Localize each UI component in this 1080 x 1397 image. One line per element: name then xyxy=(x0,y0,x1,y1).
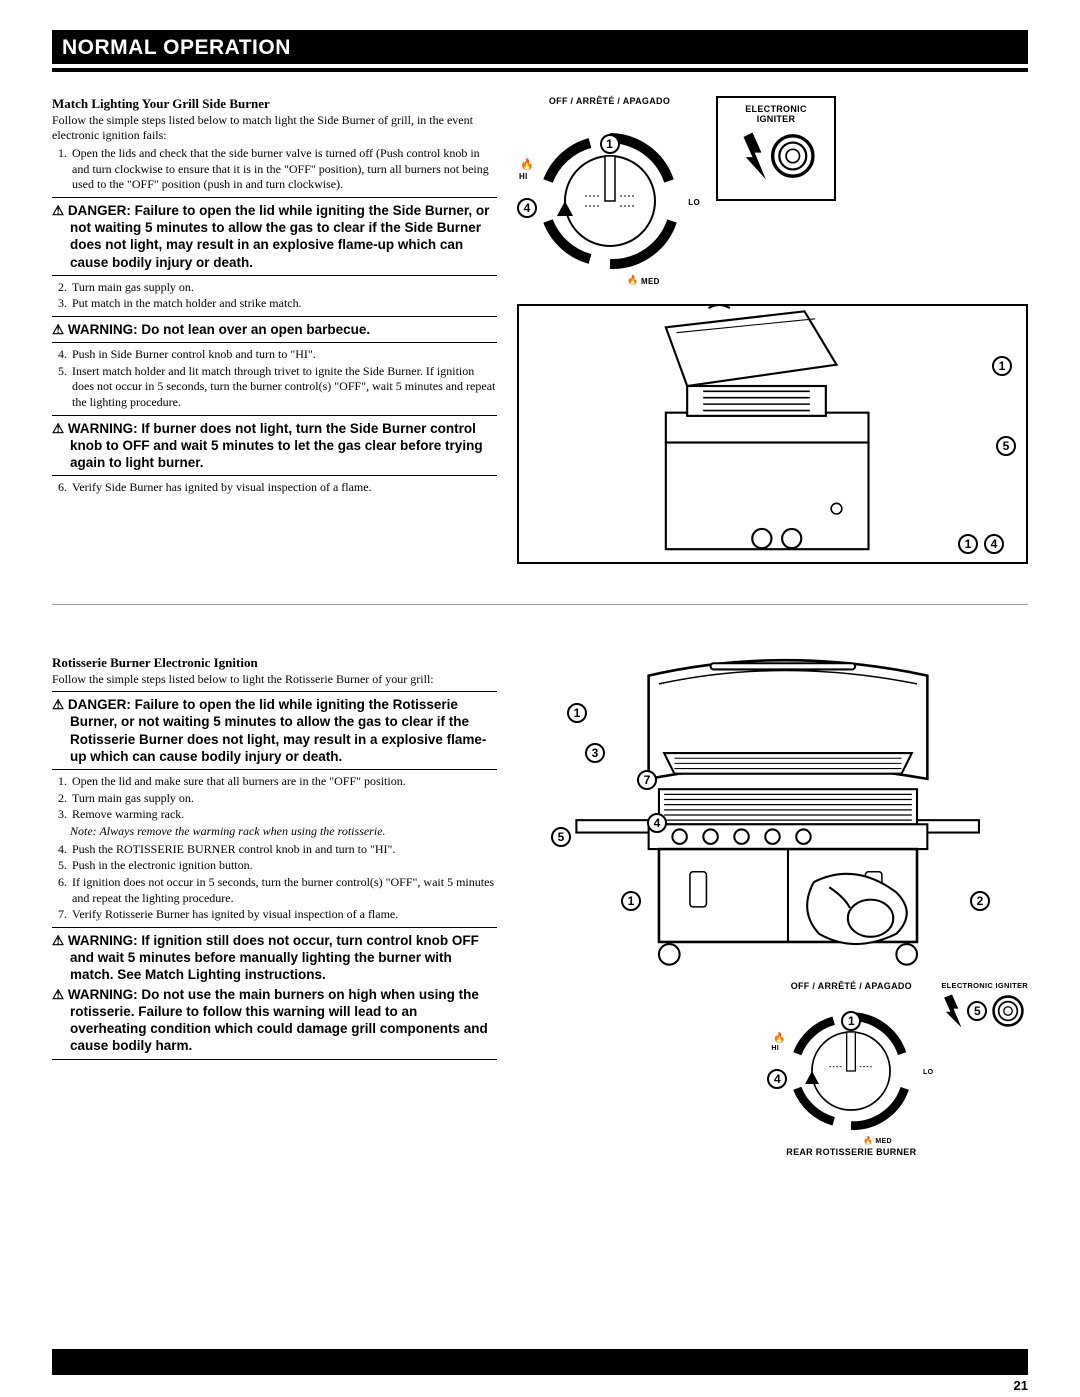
danger-text: ⚠ DANGER: Failure to open the lid while … xyxy=(52,202,497,271)
hi-label: HI xyxy=(771,1045,779,1052)
rule xyxy=(52,475,497,476)
section-1-steps-d: Verify Side Burner has ignited by visual… xyxy=(52,480,497,496)
igniter-button-icon xyxy=(991,994,1025,1028)
rule xyxy=(52,769,497,770)
knob-diagram: OFF / ARRÊTÉ / APAGADO xyxy=(517,96,702,296)
section-2-intro: Follow the simple steps listed below to … xyxy=(52,672,497,687)
igniter-label: ELECTRONIC IGNITER xyxy=(726,104,826,124)
knob-diagram-2: OFF / ARRÊTÉ / APAGADO xyxy=(771,981,931,1157)
step: Turn main gas supply on. xyxy=(70,791,497,807)
knob-label: OFF / ARRÊTÉ / APAGADO xyxy=(771,981,931,991)
igniter-diagram: ELECTRONIC IGNITER xyxy=(716,96,836,201)
callout: 5 xyxy=(996,436,1016,456)
grill-svg xyxy=(519,306,1026,562)
step: Open the lids and check that the side bu… xyxy=(70,146,497,193)
bolt-icon xyxy=(941,992,963,1030)
section-1-columns: Match Lighting Your Grill Side Burner Fo… xyxy=(52,96,1028,564)
warn-body: WARNING: If burner does not light, turn … xyxy=(68,421,483,471)
rule xyxy=(52,415,497,416)
warning-text: ⚠ WARNING: Do not lean over an open barb… xyxy=(52,321,497,338)
rule xyxy=(52,691,497,692)
section-2-text: Rotisserie Burner Electronic Ignition Fo… xyxy=(52,655,497,1157)
section-1-intro: Follow the simple steps listed below to … xyxy=(52,113,497,143)
warning-text: ⚠ WARNING: If ignition still does not oc… xyxy=(52,932,497,984)
section-1-text: Match Lighting Your Grill Side Burner Fo… xyxy=(52,96,497,564)
med-label: MED xyxy=(641,277,660,286)
knob-label: OFF / ARRÊTÉ / APAGADO xyxy=(517,96,702,106)
step: Push the ROTISSERIE BURNER control knob … xyxy=(70,842,497,858)
callout: 7 xyxy=(637,770,657,790)
section-divider xyxy=(52,604,1028,605)
rule xyxy=(52,342,497,343)
page-number: 21 xyxy=(1014,1378,1028,1393)
step: Push in the electronic ignition button. xyxy=(70,858,497,874)
warn-body: DANGER: Failure to open the lid while ig… xyxy=(68,697,487,764)
rule xyxy=(52,316,497,317)
warning-text: ⚠ WARNING: If burner does not light, tur… xyxy=(52,420,497,472)
section-1-heading: Match Lighting Your Grill Side Burner xyxy=(52,96,497,112)
flame-icon: 🔥 xyxy=(773,1033,785,1044)
step: Verify Rotisserie Burner has ignited by … xyxy=(70,907,497,923)
igniter-label: ELECTRONIC IGNITER xyxy=(941,981,1028,990)
footer-bar xyxy=(52,1349,1028,1375)
grill-full-svg xyxy=(517,655,1028,975)
rule xyxy=(52,275,497,276)
step: Remove warming rack. xyxy=(70,807,497,823)
lo-label: LO xyxy=(688,198,700,207)
section-2-columns: Rotisserie Burner Electronic Ignition Fo… xyxy=(52,655,1028,1157)
step: Open the lid and make sure that all burn… xyxy=(70,774,497,790)
rotisserie-note: Note: Always remove the warming rack whe… xyxy=(52,824,497,839)
warn-body: WARNING: If ignition still does not occu… xyxy=(68,933,479,983)
section-1-steps-a: Open the lids and check that the side bu… xyxy=(52,146,497,193)
igniter-diagram-2: ELECTRONIC IGNITER 5 xyxy=(941,981,1028,1030)
rule xyxy=(52,197,497,198)
warn-body: WARNING: Do not use the main burners on … xyxy=(68,987,488,1054)
rotisserie-grill-illustration: 1 3 7 4 5 1 2 xyxy=(517,655,1028,975)
warn-body: DANGER: Failure to open the lid while ig… xyxy=(68,203,490,270)
section-2-heading: Rotisserie Burner Electronic Ignition xyxy=(52,655,497,671)
callout: 5 xyxy=(967,1001,987,1021)
header-title: NORMAL OPERATION xyxy=(62,36,291,59)
step: Verify Side Burner has ignited by visual… xyxy=(70,480,497,496)
med-label: MED xyxy=(875,1138,891,1145)
step: Turn main gas supply on. xyxy=(70,280,497,296)
section-1-diagrams: OFF / ARRÊTÉ / APAGADO xyxy=(517,96,1028,564)
section-2-steps-a: Open the lid and make sure that all burn… xyxy=(52,774,497,823)
callout: 1 xyxy=(621,891,641,911)
callout: 1 xyxy=(992,356,1012,376)
callout: 1 xyxy=(841,1011,861,1031)
hi-label: HI xyxy=(519,172,528,181)
flame-icon: 🔥 xyxy=(627,275,638,286)
callout: 4 xyxy=(767,1069,787,1089)
callout: 5 xyxy=(551,827,571,847)
callout: 3 xyxy=(585,743,605,763)
rule xyxy=(52,927,497,928)
lo-label: LO xyxy=(923,1069,933,1076)
section-1-steps-c: Push in Side Burner control knob and tur… xyxy=(52,347,497,410)
callout: 2 xyxy=(970,891,990,911)
section-1-steps-b: Turn main gas supply on. Put match in th… xyxy=(52,280,497,312)
flame-icon: 🔥 xyxy=(863,1136,873,1145)
callout: 1 xyxy=(600,134,620,154)
callout: 1 xyxy=(958,534,978,554)
rule xyxy=(52,1059,497,1060)
igniter-svg xyxy=(731,128,821,184)
step: Insert match holder and lit match throug… xyxy=(70,364,497,411)
danger-text: ⚠ DANGER: Failure to open the lid while … xyxy=(52,696,497,765)
step: Push in Side Burner control knob and tur… xyxy=(70,347,497,363)
section-2-steps-b: Push the ROTISSERIE BURNER control knob … xyxy=(52,842,497,923)
flame-icon: 🔥 xyxy=(520,158,534,171)
step: Put match in the match holder and strike… xyxy=(70,296,497,312)
callout: 4 xyxy=(517,198,537,218)
warning-text: ⚠ WARNING: Do not use the main burners o… xyxy=(52,986,497,1055)
step: If ignition does not occur in 5 seconds,… xyxy=(70,875,497,906)
callout: 4 xyxy=(984,534,1004,554)
section-2-diagrams: 1 3 7 4 5 1 2 OFF / ARRÊTÉ / APAGADO xyxy=(517,655,1028,1157)
callout: 1 xyxy=(567,703,587,723)
callout: 4 xyxy=(647,813,667,833)
section-header: NORMAL OPERATION xyxy=(52,30,1028,68)
manual-page: NORMAL OPERATION Match Lighting Your Gri… xyxy=(0,0,1080,1397)
warn-body: WARNING: Do not lean over an open barbec… xyxy=(68,322,370,337)
side-burner-illustration: 1 5 1 4 xyxy=(517,304,1028,564)
